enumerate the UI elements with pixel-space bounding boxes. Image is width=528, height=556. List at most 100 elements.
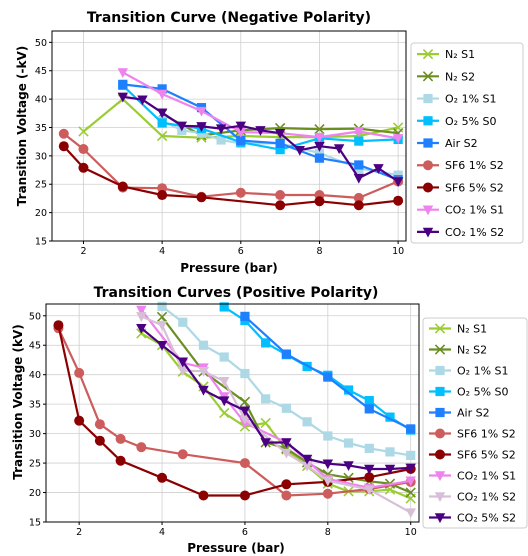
legend-item-co2-1-s1: CO₂ 1% S1 [417,204,504,217]
chart-positive-polarity: Transition Curves (Positive Polarity) Pr… [0,278,528,556]
legend-item-sf6-1-s2: SF6 1% S2 [417,159,504,172]
data-point [156,311,168,323]
legend-label: O₂ 5% S0 [445,115,497,128]
data-point [301,454,313,465]
legend-item-co2-1-s2: CO₂ 1% S2 [417,226,504,239]
y-tick-label: 35 [29,400,41,411]
data-point [58,128,69,139]
legend-label: SF6 1% S2 [457,428,516,441]
legend: N₂ S1 N₂ S2 O₂ 1% S1 O₂ 5% S0 Air S2 SF6 1% S… [410,42,524,244]
legend-marker [422,48,434,60]
data-point [216,135,226,145]
data-point [78,144,89,155]
y-tick-label: 15 [35,237,47,248]
data-point [58,141,69,152]
legend-marker [435,449,445,460]
y-tick-label: 25 [29,459,41,470]
data-point [281,349,291,359]
data-point [364,485,375,496]
data-point [392,177,404,188]
y-tick-label: 20 [29,488,41,499]
data-point [177,366,188,377]
data-point [322,476,334,487]
legend-label: Air S2 [445,137,478,150]
legend-marker [435,386,445,397]
y-tick-label: 45 [35,66,47,77]
data-point [261,338,271,348]
series-line [57,327,411,497]
data-point [274,128,286,139]
data-point [354,160,364,170]
legend-marker [423,138,433,148]
series-air-s2 [240,311,416,434]
data-point [235,127,246,138]
x-tick-label: 10 [392,246,404,257]
series-line [140,327,411,471]
data-point [157,301,167,311]
legend-item-n2-s1: N₂ S1 [429,323,487,336]
data-point [281,403,291,413]
data-point [240,368,250,379]
data-point [239,414,251,425]
legend-marker [422,205,434,216]
data-point [240,311,250,321]
legend-marker [435,428,445,439]
y-tick-label: 30 [29,429,41,440]
data-point [78,162,89,173]
x-tick-label: 6 [242,527,248,538]
data-point [364,443,374,453]
series-co2-1-s2 [117,92,404,188]
data-point [294,145,305,156]
data-point [384,464,396,475]
data-point [322,459,334,470]
data-point [74,415,85,426]
legend-marker [423,116,433,126]
data-point [176,121,187,132]
data-point [78,126,89,137]
y-tick-label: 45 [29,341,41,352]
legend-item-sf6-5-s2: SF6 5% S2 [417,181,504,194]
legend-label: O₂ 5% S0 [457,386,509,399]
y-tick-label: 25 [35,180,47,191]
data-point [323,372,333,382]
data-point [115,433,126,444]
data-point [74,367,85,378]
data-point [405,508,416,519]
legend-item-sf6-1-s2: SF6 1% S2 [429,428,516,441]
legend-label: N₂ S1 [457,323,487,336]
data-point [406,424,416,434]
x-tick-label: 8 [316,246,322,257]
legend-item-sf6-5-s2: SF6 5% S2 [429,449,516,462]
data-point [261,394,271,404]
data-point [136,442,147,453]
series-o2-1-s1 [157,301,416,461]
y-tick-label: 40 [35,95,47,106]
data-point [255,126,266,136]
data-point [219,352,229,362]
legend-label: N₂ S2 [445,70,475,83]
legend-item-co2-1-s2: CO₂ 1% S2 [429,491,516,504]
data-point [219,407,230,419]
data-point [156,341,168,351]
data-point [117,92,128,103]
legend-label: SF6 1% S2 [445,159,504,172]
data-point [354,136,364,146]
data-point [136,305,147,316]
data-point [118,79,128,89]
data-point [239,396,251,407]
data-point [196,122,207,132]
data-point [235,121,246,132]
legend-item-o2-5-s0: O₂ 5% S0 [417,115,497,128]
data-point [281,479,292,490]
data-point [157,472,168,483]
y-axis-label: Transition Voltage (kV) [11,324,25,479]
data-point [136,312,147,322]
y-tick-label: 50 [29,311,41,322]
axis-ticks: 2 4 6 8 10 15 20 25 30 35 40 45 50 [35,38,404,257]
data-point [353,200,364,211]
x-tick-label: 10 [405,527,417,538]
data-point [117,181,128,192]
legend-marker [422,71,434,82]
legend-label: O₂ 1% S1 [457,365,509,378]
legend-marker [434,492,446,503]
